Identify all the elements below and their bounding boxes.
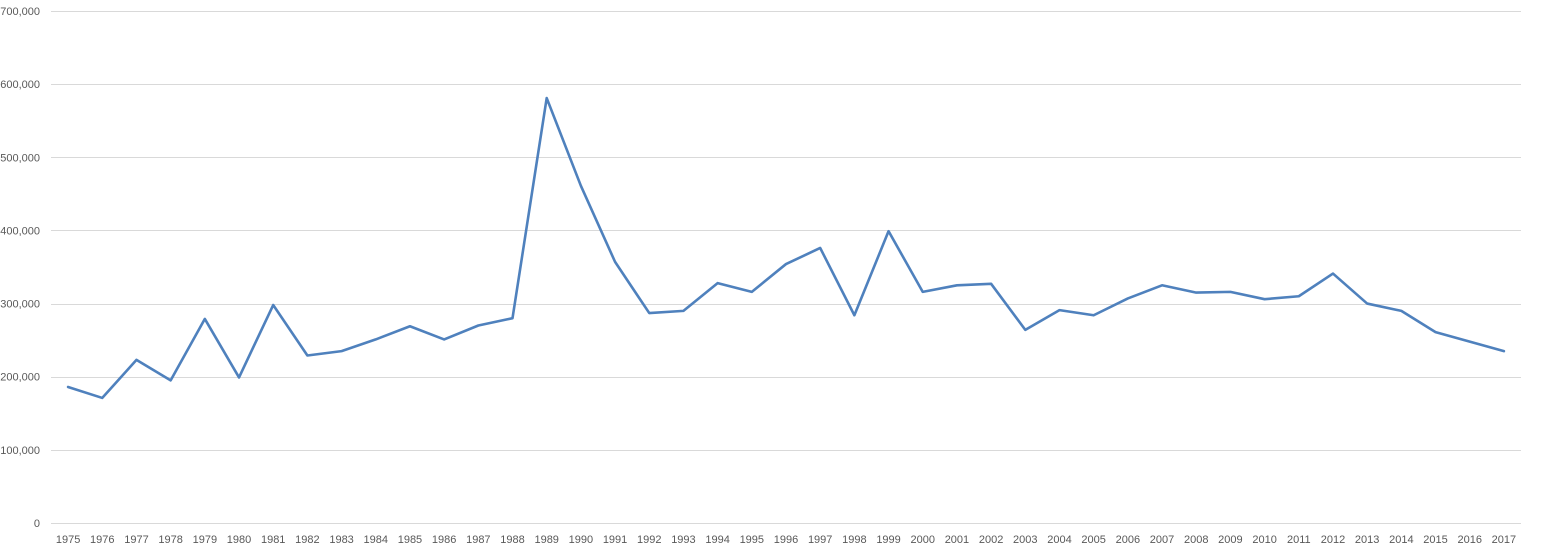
y-tick-label: 500,000 — [0, 152, 40, 164]
x-tick-label: 2017 — [1492, 534, 1516, 546]
x-tick-label: 1999 — [876, 534, 900, 546]
x-tick-label: 2011 — [1287, 534, 1311, 546]
y-tick-label: 200,000 — [0, 372, 40, 384]
x-tick-label: 2014 — [1389, 534, 1413, 546]
x-tick-label: 1981 — [261, 534, 285, 546]
x-tick-label: 2008 — [1184, 534, 1208, 546]
x-tick-label: 1976 — [90, 534, 114, 546]
x-tick-label: 1989 — [534, 534, 558, 546]
x-axis-tick-labels: 1975 1976 1977 1978 1979 1980 1981 1982 1983 1984… — [56, 534, 1516, 546]
x-tick-label: 1978 — [158, 534, 182, 546]
x-tick-label: 2006 — [1116, 534, 1140, 546]
x-tick-label: 1983 — [329, 534, 353, 546]
x-tick-label: 2003 — [1013, 534, 1037, 546]
x-tick-label: 1988 — [500, 534, 524, 546]
x-tick-label: 1991 — [603, 534, 627, 546]
x-tick-label: 2010 — [1252, 534, 1276, 546]
x-tick-label: 1992 — [637, 534, 661, 546]
x-tick-label: 2016 — [1457, 534, 1481, 546]
x-tick-label: 1979 — [193, 534, 217, 546]
y-tick-label: 700,000 — [0, 6, 40, 18]
x-tick-label: 2015 — [1423, 534, 1447, 546]
x-tick-label: 1986 — [432, 534, 456, 546]
x-tick-label: 1987 — [466, 534, 490, 546]
series-line — [66, 96, 1506, 400]
x-tick-label: 2005 — [1081, 534, 1105, 546]
x-tick-label: 1995 — [740, 534, 764, 546]
x-tick-label: 2001 — [945, 534, 969, 546]
x-tick-label: 2002 — [979, 534, 1003, 546]
x-tick-label: 1994 — [705, 534, 729, 546]
y-tick-label: 600,000 — [0, 79, 40, 91]
x-tick-label: 2000 — [911, 534, 935, 546]
y-axis-tick-labels: 0 100,000 200,000 300,000 400,000 500,000 600,… — [0, 6, 40, 530]
y-tick-label: 0 — [34, 518, 40, 530]
x-tick-label: 1975 — [56, 534, 80, 546]
x-tick-label: 2009 — [1218, 534, 1242, 546]
x-tick-label: 1980 — [227, 534, 251, 546]
x-tick-label: 1985 — [398, 534, 422, 546]
x-tick-label: 2004 — [1047, 534, 1071, 546]
x-tick-label: 1977 — [124, 534, 148, 546]
x-tick-label: 1990 — [569, 534, 593, 546]
y-tick-label: 300,000 — [0, 299, 40, 311]
x-tick-label: 2012 — [1321, 534, 1345, 546]
x-tick-label: 2013 — [1355, 534, 1379, 546]
x-tick-label: 1996 — [774, 534, 798, 546]
x-tick-label: 1984 — [364, 534, 388, 546]
series-layer — [66, 96, 1506, 400]
x-tick-label: 1982 — [295, 534, 319, 546]
x-tick-label: 1993 — [671, 534, 695, 546]
x-tick-label: 1998 — [842, 534, 866, 546]
x-tick-label: 2007 — [1150, 534, 1174, 546]
gridlines — [51, 11, 1521, 524]
y-tick-label: 400,000 — [0, 225, 40, 237]
x-tick-label: 1997 — [808, 534, 832, 546]
y-tick-label: 100,000 — [0, 445, 40, 457]
